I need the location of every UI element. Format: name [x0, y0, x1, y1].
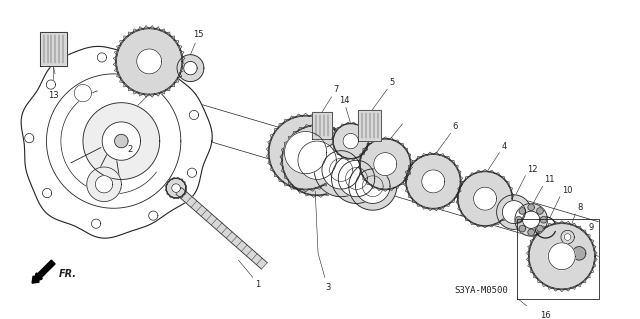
Polygon shape	[83, 103, 160, 180]
Polygon shape	[515, 217, 522, 223]
FancyArrow shape	[32, 260, 55, 283]
Text: 13: 13	[48, 91, 58, 100]
Polygon shape	[422, 170, 445, 193]
Polygon shape	[346, 167, 367, 189]
Polygon shape	[137, 49, 162, 74]
Text: S3YA-M0500: S3YA-M0500	[454, 286, 508, 295]
Polygon shape	[333, 123, 369, 159]
Polygon shape	[166, 178, 186, 198]
Text: 7: 7	[333, 85, 339, 94]
Polygon shape	[497, 195, 531, 229]
Polygon shape	[362, 176, 383, 197]
Polygon shape	[148, 211, 158, 220]
Text: 3: 3	[325, 283, 330, 292]
Polygon shape	[561, 230, 574, 244]
Polygon shape	[172, 184, 180, 192]
Text: 12: 12	[527, 165, 538, 174]
Polygon shape	[184, 62, 197, 75]
Polygon shape	[176, 188, 268, 269]
Polygon shape	[40, 32, 67, 66]
Polygon shape	[177, 55, 204, 82]
Polygon shape	[338, 160, 374, 197]
Polygon shape	[564, 234, 571, 241]
Polygon shape	[360, 138, 411, 190]
Text: 14: 14	[339, 96, 349, 105]
Text: 5: 5	[389, 78, 394, 87]
Polygon shape	[502, 201, 525, 224]
Polygon shape	[282, 125, 353, 196]
Polygon shape	[358, 110, 381, 141]
Text: 9: 9	[589, 223, 594, 232]
Text: 16: 16	[540, 311, 551, 319]
Polygon shape	[21, 46, 212, 238]
Text: 2: 2	[127, 145, 132, 154]
Polygon shape	[349, 162, 397, 210]
Polygon shape	[330, 158, 353, 182]
Polygon shape	[374, 152, 397, 176]
Polygon shape	[537, 225, 543, 232]
Polygon shape	[92, 219, 100, 228]
Polygon shape	[528, 229, 534, 235]
Polygon shape	[572, 247, 586, 260]
Polygon shape	[540, 217, 547, 223]
Polygon shape	[406, 154, 461, 209]
Text: 11: 11	[545, 175, 555, 184]
Polygon shape	[355, 169, 390, 204]
Polygon shape	[332, 153, 381, 204]
Polygon shape	[537, 208, 543, 214]
Polygon shape	[268, 115, 343, 190]
Text: 6: 6	[452, 122, 458, 131]
Polygon shape	[188, 168, 196, 177]
Polygon shape	[154, 65, 163, 74]
Polygon shape	[312, 112, 332, 139]
Text: 15: 15	[193, 30, 204, 39]
Polygon shape	[95, 176, 113, 193]
Polygon shape	[314, 143, 368, 197]
Polygon shape	[87, 167, 122, 202]
Text: FR.: FR.	[59, 269, 77, 279]
Polygon shape	[458, 171, 513, 226]
Polygon shape	[97, 53, 106, 62]
Polygon shape	[522, 211, 540, 228]
Text: 10: 10	[562, 186, 572, 195]
Polygon shape	[115, 134, 128, 148]
Polygon shape	[474, 187, 497, 210]
Polygon shape	[343, 133, 358, 149]
Polygon shape	[116, 28, 183, 95]
Text: 4: 4	[501, 142, 507, 151]
Polygon shape	[74, 85, 92, 102]
Polygon shape	[322, 151, 360, 189]
Polygon shape	[529, 223, 595, 290]
Polygon shape	[46, 80, 56, 89]
Polygon shape	[528, 204, 534, 211]
Polygon shape	[42, 189, 52, 198]
Text: 1: 1	[255, 280, 260, 289]
Polygon shape	[285, 131, 326, 174]
Polygon shape	[548, 243, 575, 270]
Polygon shape	[298, 141, 336, 180]
Text: 8: 8	[577, 203, 582, 212]
Polygon shape	[519, 208, 525, 214]
Polygon shape	[25, 134, 34, 143]
Polygon shape	[519, 225, 525, 232]
Polygon shape	[189, 110, 198, 120]
Polygon shape	[515, 204, 547, 236]
Polygon shape	[102, 122, 141, 160]
